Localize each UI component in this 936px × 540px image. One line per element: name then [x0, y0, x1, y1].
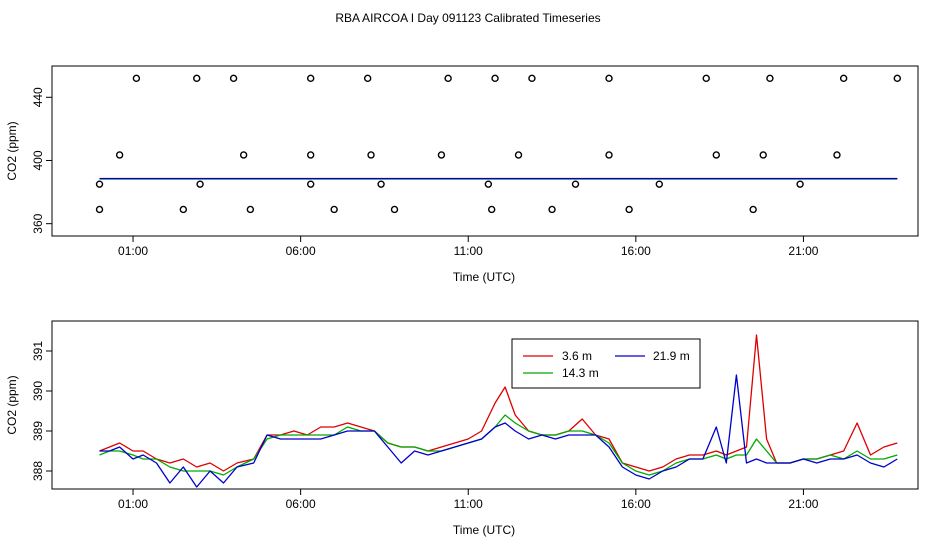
calibration-point — [833, 151, 841, 159]
calibration-point — [95, 180, 104, 188]
calibration-point — [759, 151, 767, 159]
top-x-tick-label: 11:00 — [454, 244, 483, 258]
bot-y-tick-label: 389 — [31, 421, 45, 441]
top-x-axis-title: Time (UTC) — [453, 270, 515, 284]
series-line-14.3m — [99, 414, 898, 476]
calibration-point — [239, 151, 248, 159]
calibration-point — [491, 74, 499, 83]
calibration-point — [548, 205, 556, 214]
legend-box — [511, 338, 701, 389]
top-calibration-points — [95, 74, 901, 214]
calibration-point — [605, 74, 613, 83]
calibration-point — [766, 74, 774, 83]
calibration-point — [749, 205, 757, 214]
calibration-point — [306, 180, 315, 188]
bottom-y-axis-title: CO2 (ppm) — [5, 375, 19, 434]
calibration-point — [702, 74, 710, 83]
bot-x-tick-label: 11:00 — [454, 497, 483, 511]
calibration-point — [484, 180, 493, 188]
top-plot-frame — [51, 65, 919, 237]
legend-label-21.9m: 21.9 m — [653, 349, 690, 363]
legend-label-3.6m: 3.6 m — [562, 349, 592, 363]
calibration-point — [306, 151, 315, 159]
calibration-point — [528, 74, 536, 83]
series-line-21.9m — [99, 374, 898, 488]
bottom-y-axis: 388 389 390 391 — [31, 341, 52, 481]
top-y-axis-title: CO2 (ppm) — [5, 121, 19, 180]
calibration-point — [193, 74, 201, 83]
bottom-series-lines — [99, 334, 898, 488]
top-panel: 01:00 06:00 11:00 16:00 21:00 360 400 440 Time… — [5, 65, 919, 284]
calibration-point — [625, 205, 633, 214]
bot-y-tick-label: 390 — [31, 381, 45, 401]
calibration-point — [390, 205, 399, 214]
calibration-point — [229, 74, 238, 83]
calibration-point — [444, 74, 452, 83]
bot-y-tick-label: 388 — [31, 461, 45, 481]
legend: 3.6 m 21.9 m 14.3 m — [511, 338, 701, 389]
calibration-point — [605, 151, 613, 159]
bot-y-tick-label: 391 — [31, 341, 45, 361]
top-series-lines — [99, 177, 898, 180]
calibration-point — [115, 151, 124, 159]
top-y-tick-label: 400 — [31, 150, 45, 170]
calibration-point — [95, 205, 104, 214]
bottom-plot-frame — [51, 320, 919, 490]
calibration-point — [196, 180, 204, 188]
bottom-x-axis: 01:00 06:00 11:00 16:00 21:00 — [118, 489, 819, 511]
bot-x-tick-label: 21:00 — [788, 497, 818, 511]
calibration-point — [655, 180, 664, 188]
calibration-point — [839, 74, 848, 83]
calibration-point — [377, 180, 385, 188]
calibration-point — [367, 151, 375, 159]
top-y-axis: 360 400 440 — [31, 87, 52, 234]
calibration-point — [132, 74, 141, 83]
top-x-tick-label: 16:00 — [621, 244, 651, 258]
bottom-x-axis-title: Time (UTC) — [453, 523, 515, 537]
calibration-point — [363, 74, 372, 83]
top-x-tick-label: 01:00 — [118, 244, 148, 258]
bot-x-tick-label: 01:00 — [118, 497, 148, 511]
legend-label-14.3m: 14.3 m — [562, 366, 599, 380]
figure-title: RBA AIRCOA I Day 091123 Calibrated Times… — [335, 11, 600, 25]
top-y-tick-label: 440 — [31, 87, 45, 107]
top-x-axis: 01:00 06:00 11:00 16:00 21:00 — [118, 236, 819, 258]
calibration-point — [488, 205, 496, 214]
calibration-point — [571, 180, 580, 188]
top-y-tick-label: 360 — [31, 213, 45, 233]
calibration-point — [179, 205, 188, 214]
bot-x-tick-label: 16:00 — [621, 497, 651, 511]
bottom-panel: 01:00 06:00 11:00 16:00 21:00 388 389 390 391 T… — [5, 320, 919, 537]
calibration-point — [712, 151, 720, 159]
calibration-point — [893, 74, 901, 83]
calibration-point — [796, 180, 804, 188]
top-x-tick-label: 06:00 — [286, 244, 316, 258]
calibration-point — [306, 74, 315, 83]
calibration-point — [330, 205, 338, 214]
calibration-point — [514, 151, 523, 159]
calibration-point — [437, 151, 446, 159]
top-x-tick-label: 21:00 — [788, 244, 818, 258]
calibration-point — [246, 205, 255, 214]
series-line-3.6m — [99, 334, 898, 472]
bot-x-tick-label: 06:00 — [286, 497, 316, 511]
